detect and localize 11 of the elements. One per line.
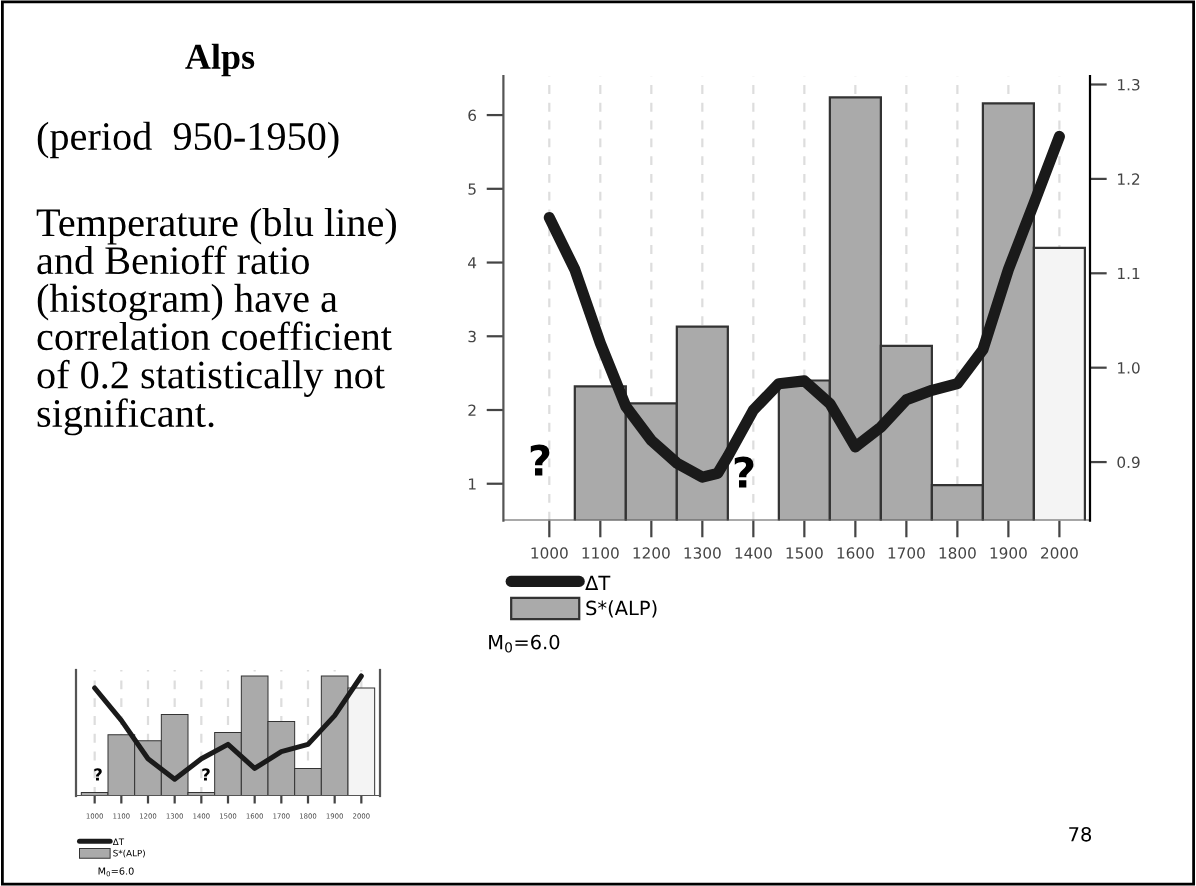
annotation: ? — [202, 768, 210, 781]
text: 78 — [1069, 826, 1092, 842]
legend-label: ΔT — [585, 575, 611, 590]
legend-label: S*(ALP) — [586, 600, 657, 618]
annotation: ? — [530, 444, 550, 476]
chart-subtitle: (period 950-1950) — [37, 121, 339, 159]
chart-title: Alps — [185, 43, 255, 77]
annotation: ? — [94, 768, 102, 781]
text: Temperature (blu line) and Benioff ratio (histogram) have a correlation coefficient of 0.2 statistically not significant. — [36, 208, 396, 436]
annotation: ? — [734, 456, 754, 488]
text: M$_{0}$=6.0 — [489, 634, 560, 653]
